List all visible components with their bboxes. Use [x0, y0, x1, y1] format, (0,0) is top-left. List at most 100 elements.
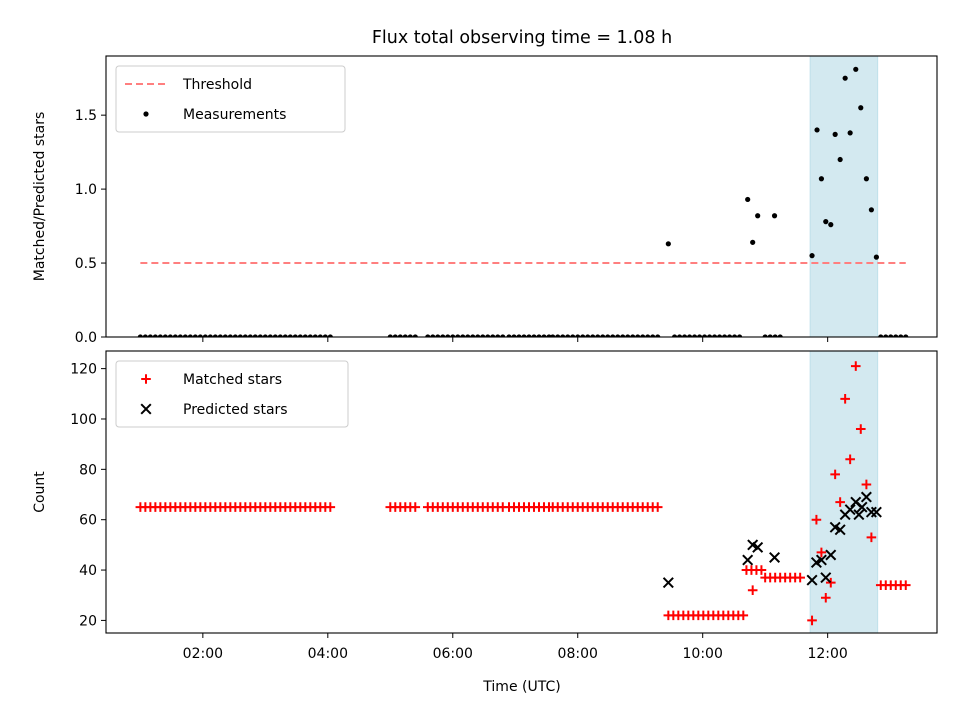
data-point	[752, 541, 764, 553]
data-point	[883, 334, 889, 337]
data-point	[217, 334, 223, 337]
data-point	[726, 334, 733, 337]
data-point	[893, 334, 899, 337]
data-point	[856, 501, 868, 513]
data-point	[671, 334, 678, 337]
data-point	[410, 502, 421, 512]
data-point	[237, 334, 243, 337]
data-point	[445, 334, 451, 337]
data-point	[645, 334, 651, 337]
data-point	[387, 334, 393, 337]
legend-label: Measurements	[183, 107, 286, 123]
data-point	[806, 574, 818, 586]
data-point	[823, 219, 829, 225]
data-point	[187, 334, 193, 337]
data-point	[676, 334, 683, 337]
data-point	[272, 334, 278, 337]
series-predicted-stars	[662, 491, 882, 589]
legend: Matched stars Predicted stars	[115, 360, 349, 428]
data-point	[480, 334, 486, 337]
data-point	[177, 334, 183, 337]
y-axis-label: Count	[32, 471, 48, 513]
data-point	[771, 213, 778, 219]
data-point	[861, 479, 872, 490]
data-point	[490, 334, 496, 337]
data-point	[900, 580, 911, 590]
top-panel-ratio: 0.0 0.5 1.0 1.5 Matched/Predicted stars Thres…	[32, 55, 938, 346]
highlight-band	[809, 56, 879, 337]
data-point	[860, 491, 872, 503]
data-point	[147, 334, 153, 337]
data-point	[756, 565, 767, 575]
data-point	[560, 334, 566, 337]
y-tick-label: 60	[79, 513, 97, 529]
data-point	[590, 334, 596, 337]
y-tick-label: 1.5	[75, 108, 97, 124]
data-point	[435, 334, 441, 337]
data-point	[430, 334, 436, 337]
data-point	[460, 334, 466, 337]
data-point	[850, 361, 861, 371]
data-point	[828, 222, 834, 228]
x-tick-label: 12:00	[807, 646, 847, 662]
data-point	[397, 334, 403, 337]
data-point	[630, 334, 636, 337]
data-point	[842, 75, 848, 81]
data-point	[807, 615, 817, 626]
data-point	[550, 334, 556, 337]
x-tick-label: 04:00	[308, 646, 348, 662]
legend-swatch	[141, 374, 151, 384]
data-point	[711, 334, 718, 337]
data-point	[772, 334, 778, 337]
bottom-panel-counts: 20 40 60 80 100 120 02:00 04:00 06:00 08:00 10:00 1…	[32, 350, 938, 662]
data-point	[815, 554, 827, 566]
data-point	[845, 454, 855, 465]
data-point	[470, 334, 476, 337]
legend-frame	[115, 65, 346, 133]
data-point	[202, 334, 208, 337]
series-measurements	[137, 66, 909, 337]
data-point	[137, 334, 143, 337]
data-point	[536, 334, 542, 337]
data-point	[655, 334, 661, 337]
data-point	[888, 334, 894, 337]
data-point	[755, 213, 761, 219]
data-point	[825, 577, 836, 588]
data-point	[307, 334, 313, 337]
data-point	[495, 334, 501, 337]
data-point	[662, 577, 674, 589]
data-point	[247, 334, 253, 337]
data-point	[287, 334, 293, 337]
data-point	[580, 334, 586, 337]
data-point	[541, 334, 547, 337]
data-point	[207, 334, 213, 337]
data-point	[742, 554, 754, 566]
data-point	[197, 334, 203, 337]
data-point	[809, 253, 815, 259]
data-point	[167, 334, 173, 337]
data-point	[830, 469, 840, 480]
data-point	[863, 176, 869, 182]
data-point	[837, 156, 843, 163]
data-point	[475, 334, 481, 337]
data-point	[873, 254, 879, 260]
data-point	[721, 334, 728, 337]
series-matched-stars	[135, 361, 911, 626]
data-point	[853, 66, 859, 72]
data-point	[511, 334, 517, 337]
data-point	[745, 196, 751, 203]
data-point	[526, 334, 532, 337]
data-point	[412, 334, 418, 337]
data-point	[262, 334, 268, 337]
data-point	[227, 334, 233, 337]
data-point	[162, 334, 168, 337]
data-point	[820, 572, 832, 584]
data-point	[855, 424, 866, 434]
data-point	[866, 532, 877, 543]
data-point	[317, 334, 323, 337]
data-point	[297, 334, 303, 337]
data-point	[898, 334, 904, 337]
data-point	[816, 547, 827, 558]
data-point	[686, 334, 693, 337]
